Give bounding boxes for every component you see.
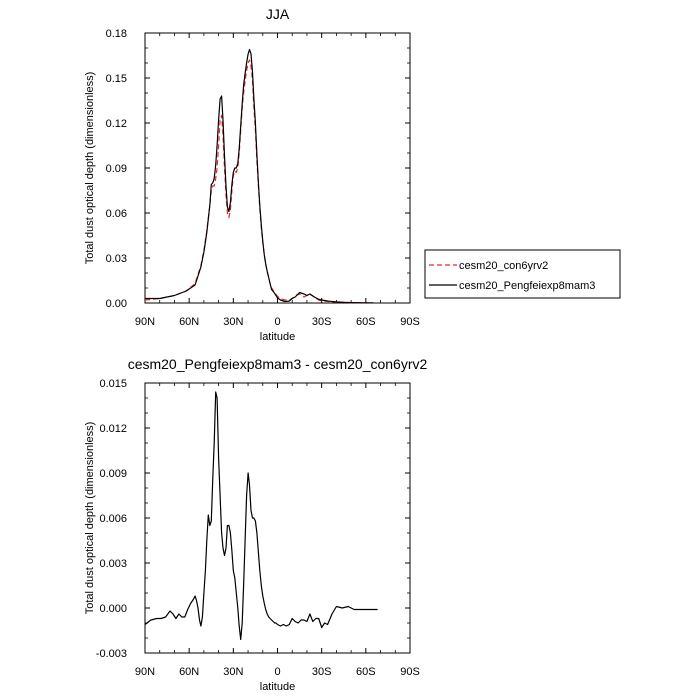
plot-frame xyxy=(144,382,411,654)
x-tick-label: 30S xyxy=(312,666,332,678)
y-tick-label: 0.015 xyxy=(99,378,127,390)
series-line-cesm20-con6yrv2 xyxy=(144,59,374,304)
x-tick-label: 0 xyxy=(274,316,280,328)
x-tick-label: 30S xyxy=(312,316,332,328)
y-tick-label: 0.06 xyxy=(106,208,127,220)
x-tick-label: 60N xyxy=(179,666,199,678)
chart-panel-2: cesm20_Pengfeiexp8mam3 - cesm20_con6yrv2… xyxy=(84,356,428,693)
x-tick-label: 60N xyxy=(179,316,199,328)
x-axis-label: latitude xyxy=(260,331,295,343)
y-tick-label: 0.03 xyxy=(106,253,127,265)
plot-frame xyxy=(144,32,411,304)
x-tick-label: 90S xyxy=(400,316,420,328)
y-tick-label: 0.006 xyxy=(99,513,127,525)
y-tick-label: 0.18 xyxy=(106,28,127,40)
legend-label: cesm20_Pengfeiexp8mam3 xyxy=(459,280,595,292)
x-tick-label: 30N xyxy=(223,666,243,678)
chart-panel-1: JJA 90N 60N 30N 0 30S 60S 90S 0.00 0.03 0.06 0.09 0.… xyxy=(84,6,621,343)
series-line-cesm20-pengfeiexp8mam3 xyxy=(145,48,374,304)
legend-label: cesm20_con6yrv2 xyxy=(459,260,548,272)
x-tick-label: 90N xyxy=(135,316,155,328)
y-tick-label: 0.15 xyxy=(106,73,127,85)
y-tick-label: 0.003 xyxy=(99,558,127,570)
y-axis-label: Total dust optical depth (dimensionless) xyxy=(84,72,96,265)
x-tick-label: 60S xyxy=(356,316,376,328)
x-axis-label: latitude xyxy=(260,681,295,693)
y-tick-label: 0.09 xyxy=(106,163,127,175)
y-tick-label: 0.00 xyxy=(106,298,127,310)
x-tick-label: 90S xyxy=(400,666,420,678)
y-axis-label: Total dust optical depth (dimensionless) xyxy=(84,422,96,615)
legend-box xyxy=(424,249,621,299)
y-tick-label: 0.012 xyxy=(99,423,127,435)
chart-legend: cesm20_con6yrv2 cesm20_Pengfeiexp8mam3 xyxy=(424,249,621,299)
y-tick-label: 0.12 xyxy=(106,118,127,130)
y-tick-label: 0.009 xyxy=(99,468,127,480)
x-tick-label: 90N xyxy=(135,666,155,678)
y-tick-label: 0.000 xyxy=(99,603,127,615)
x-tick-label: 60S xyxy=(356,666,376,678)
series-line-difference xyxy=(144,391,378,641)
x-tick-label: 0 xyxy=(274,666,280,678)
chart-title: JJA xyxy=(266,6,290,22)
x-tick-label: 30N xyxy=(223,316,243,328)
y-tick-label: -0.003 xyxy=(96,648,127,660)
chart-title: cesm20_Pengfeiexp8mam3 - cesm20_con6yrv2 xyxy=(128,356,428,372)
